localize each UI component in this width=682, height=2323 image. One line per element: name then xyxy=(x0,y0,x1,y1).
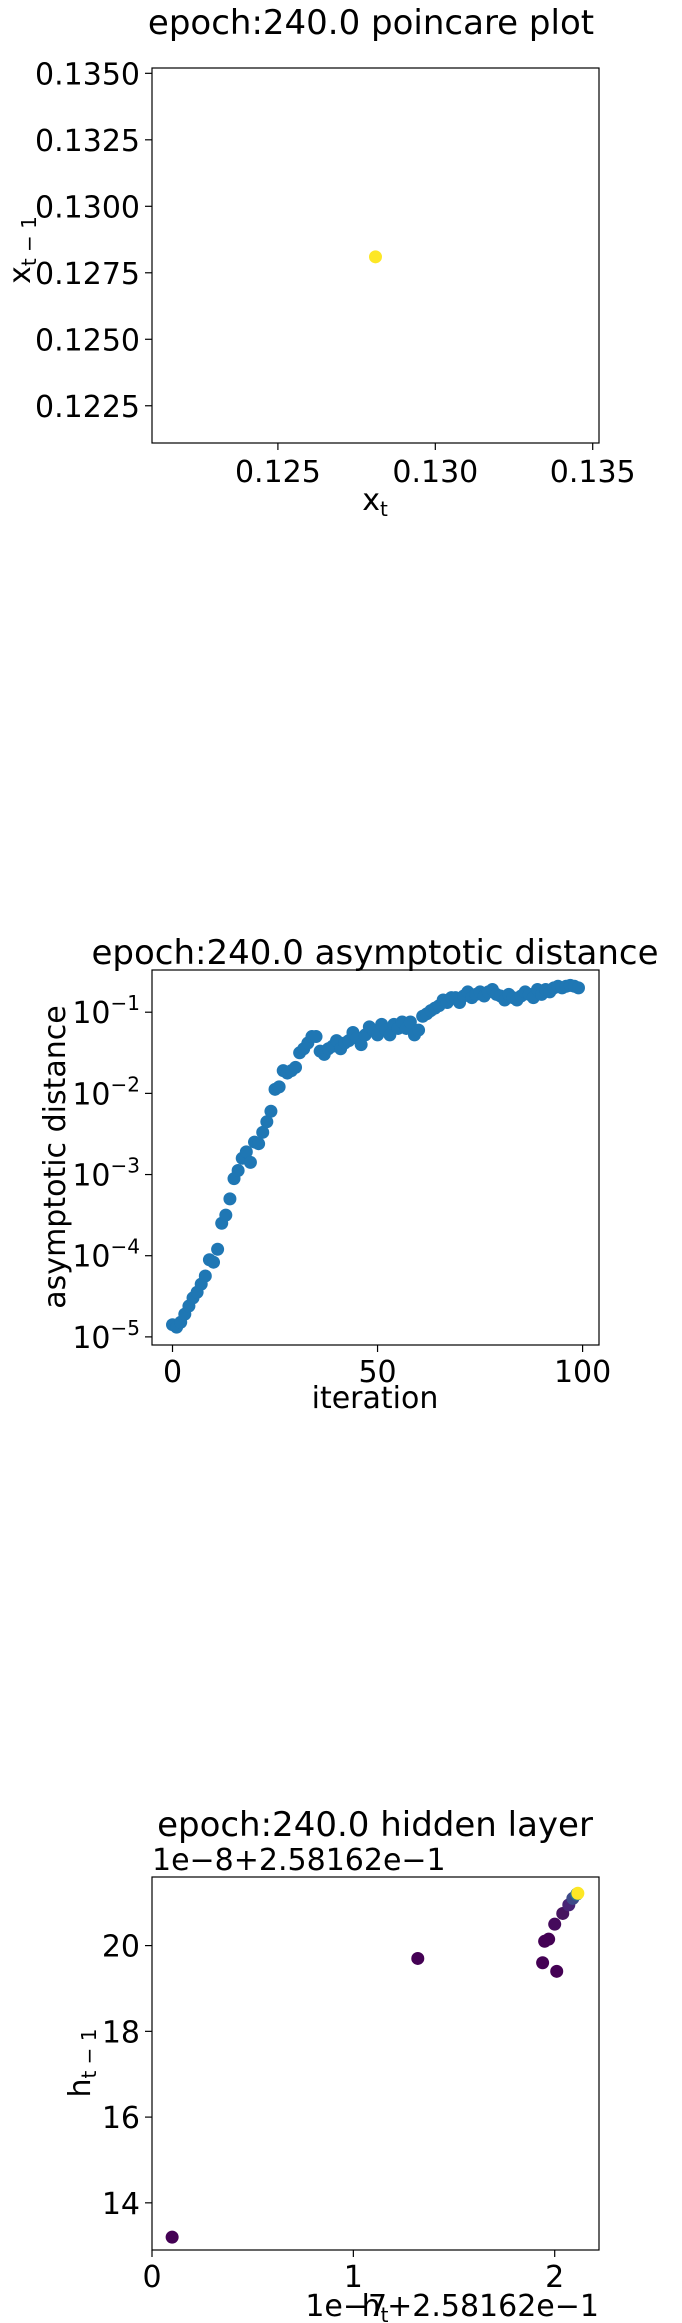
asymptotic-point xyxy=(239,1145,253,1159)
poincare-ytick-label: 0.1325 xyxy=(35,124,140,159)
poincare-ytick-label: 0.1225 xyxy=(35,390,140,425)
asymptotic-point xyxy=(256,1125,270,1139)
asymptotic-point xyxy=(198,1269,212,1283)
asymptotic-point xyxy=(412,1023,426,1037)
hidden-point xyxy=(548,1917,562,1931)
asymptotic-ytick-label: 10−4 xyxy=(72,1235,140,1275)
hidden-ytick-label: 14 xyxy=(102,2187,140,2222)
asymptotic-point xyxy=(223,1192,237,1206)
asymptotic-xtick-label: 50 xyxy=(358,1355,396,1390)
asymptotic-xlabel: iteration xyxy=(312,1381,439,1416)
asymptotic-point xyxy=(243,1155,257,1169)
poincare-xtick-label: 0.135 xyxy=(550,455,636,490)
asymptotic-point xyxy=(354,1038,368,1052)
hidden-ytick-label: 16 xyxy=(102,2101,140,2136)
hidden-point xyxy=(571,1886,585,1900)
asymptotic-point xyxy=(219,1208,233,1222)
asymptotic-title: epoch:240.0 asymptotic distance xyxy=(92,933,659,973)
asymptotic-point xyxy=(289,1060,303,1074)
hidden-title: epoch:240.0 hidden layer xyxy=(157,1805,593,1845)
asymptotic-point xyxy=(211,1242,225,1256)
asymptotic-ytick-label: 10−2 xyxy=(72,1072,140,1112)
hidden-point xyxy=(536,1956,550,1970)
hidden-point xyxy=(542,1932,556,1946)
asymptotic-chart: epoch:240.0 asymptotic distance 0 50 100 1… xyxy=(38,933,659,1416)
asymptotic-xtick-label: 0 xyxy=(163,1355,182,1390)
poincare-plot-area xyxy=(151,67,600,444)
poincare-point xyxy=(369,250,382,264)
poincare-ylabel: xt − 1 xyxy=(3,216,41,284)
hidden-point xyxy=(550,1964,564,1978)
poincare-xlabel: xt xyxy=(362,483,388,521)
poincare-xtick-label: 0.125 xyxy=(235,455,321,490)
hidden-point xyxy=(165,2230,179,2244)
poincare-chart: epoch:240.0 poincare plot 0.125 0.130 0.13… xyxy=(3,3,636,521)
hidden-layer-chart: epoch:240.0 hidden layer 1e−8+2.58162e−1… xyxy=(63,1805,600,2323)
asymptotic-point xyxy=(252,1137,266,1151)
hidden-xtick-label: 2 xyxy=(545,2260,564,2295)
hidden-xtick-label: 0 xyxy=(142,2260,161,2295)
asymptotic-ylabel: asymptotic distance xyxy=(38,1005,73,1308)
poincare-ytick-label: 0.1300 xyxy=(35,190,140,225)
hidden-point xyxy=(411,1951,425,1965)
asymptotic-point xyxy=(231,1163,245,1177)
hidden-xlabel: ht xyxy=(362,2289,389,2323)
asymptotic-point xyxy=(207,1255,221,1269)
asymptotic-xtick-label: 100 xyxy=(554,1355,611,1390)
poincare-title: epoch:240.0 poincare plot xyxy=(148,3,594,43)
hidden-plot-area xyxy=(151,1876,600,2251)
asymptotic-ytick-label: 10−1 xyxy=(72,991,140,1031)
poincare-ytick-label: 0.1250 xyxy=(35,323,140,358)
hidden-ytick-label: 18 xyxy=(102,2015,140,2050)
poincare-ytick-label: 0.1275 xyxy=(35,257,140,292)
hidden-y-offset: 1e−8+2.58162e−1 xyxy=(152,1843,446,1878)
hidden-xtick-label: 1 xyxy=(344,2260,363,2295)
poincare-ytick-label: 0.1350 xyxy=(35,57,140,92)
asymptotic-ytick-label: 10−5 xyxy=(72,1316,140,1356)
asymptotic-point xyxy=(309,1030,323,1044)
asymptotic-point xyxy=(264,1104,278,1118)
asymptotic-plot-area xyxy=(151,969,600,1346)
asymptotic-ytick-label: 10−3 xyxy=(72,1154,140,1194)
hidden-ytick-label: 20 xyxy=(102,1930,140,1965)
asymptotic-point xyxy=(571,981,585,995)
asymptotic-point xyxy=(260,1115,274,1129)
asymptotic-point xyxy=(272,1080,286,1094)
poincare-xtick-label: 0.130 xyxy=(392,455,478,490)
hidden-x-offset: 1e−7+2.58162e−1 xyxy=(305,2289,599,2323)
asymptotic-point xyxy=(403,1015,417,1029)
hidden-ylabel: ht − 1 xyxy=(63,2028,101,2097)
